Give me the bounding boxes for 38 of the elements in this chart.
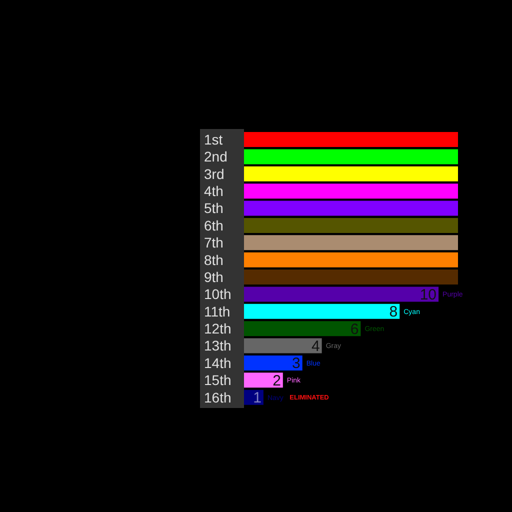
- data-label: 4: [311, 338, 320, 355]
- y-tick-label: 6th: [204, 217, 224, 234]
- y-tick-label: 5th: [204, 200, 224, 216]
- data-label: 10: [420, 286, 437, 304]
- bar: [244, 286, 439, 302]
- bar: [244, 270, 458, 284]
- y-tick-label: 14th: [204, 354, 232, 371]
- bar: [244, 235, 458, 250]
- y-tick-label: 4th: [204, 183, 224, 200]
- y-tick-label: 16th: [204, 389, 232, 406]
- y-tick-label: 3rd: [204, 166, 224, 182]
- bar: [244, 166, 458, 182]
- data-label: 3: [292, 355, 300, 372]
- y-tick-label: 10th: [204, 286, 232, 302]
- y-tick-label: 8th: [204, 252, 224, 268]
- y-tick-label: 9th: [204, 268, 224, 285]
- bar: [244, 355, 302, 370]
- data-label: 6: [350, 320, 359, 338]
- bar: [244, 252, 458, 268]
- y-tick-label: 13th: [204, 338, 232, 354]
- bar: [244, 184, 458, 199]
- bar: [244, 304, 400, 319]
- data-label: 1: [253, 390, 262, 407]
- bar: [244, 149, 458, 164]
- bar: [244, 218, 458, 233]
- y-tick-label: 11th: [204, 303, 230, 320]
- data-label: 8: [389, 304, 398, 321]
- y-tick-label: 12th: [204, 320, 232, 337]
- y-tick-label: 7th: [204, 234, 224, 251]
- y-tick-label: 2nd: [204, 148, 228, 165]
- y-tick-label: 15th: [204, 372, 232, 388]
- bar: [244, 372, 283, 388]
- bar: [244, 132, 458, 147]
- bar: [244, 200, 458, 216]
- bar: [244, 338, 322, 354]
- data-label: 2: [272, 372, 281, 390]
- y-tick-label: 1st: [204, 131, 223, 148]
- bar: [244, 321, 361, 336]
